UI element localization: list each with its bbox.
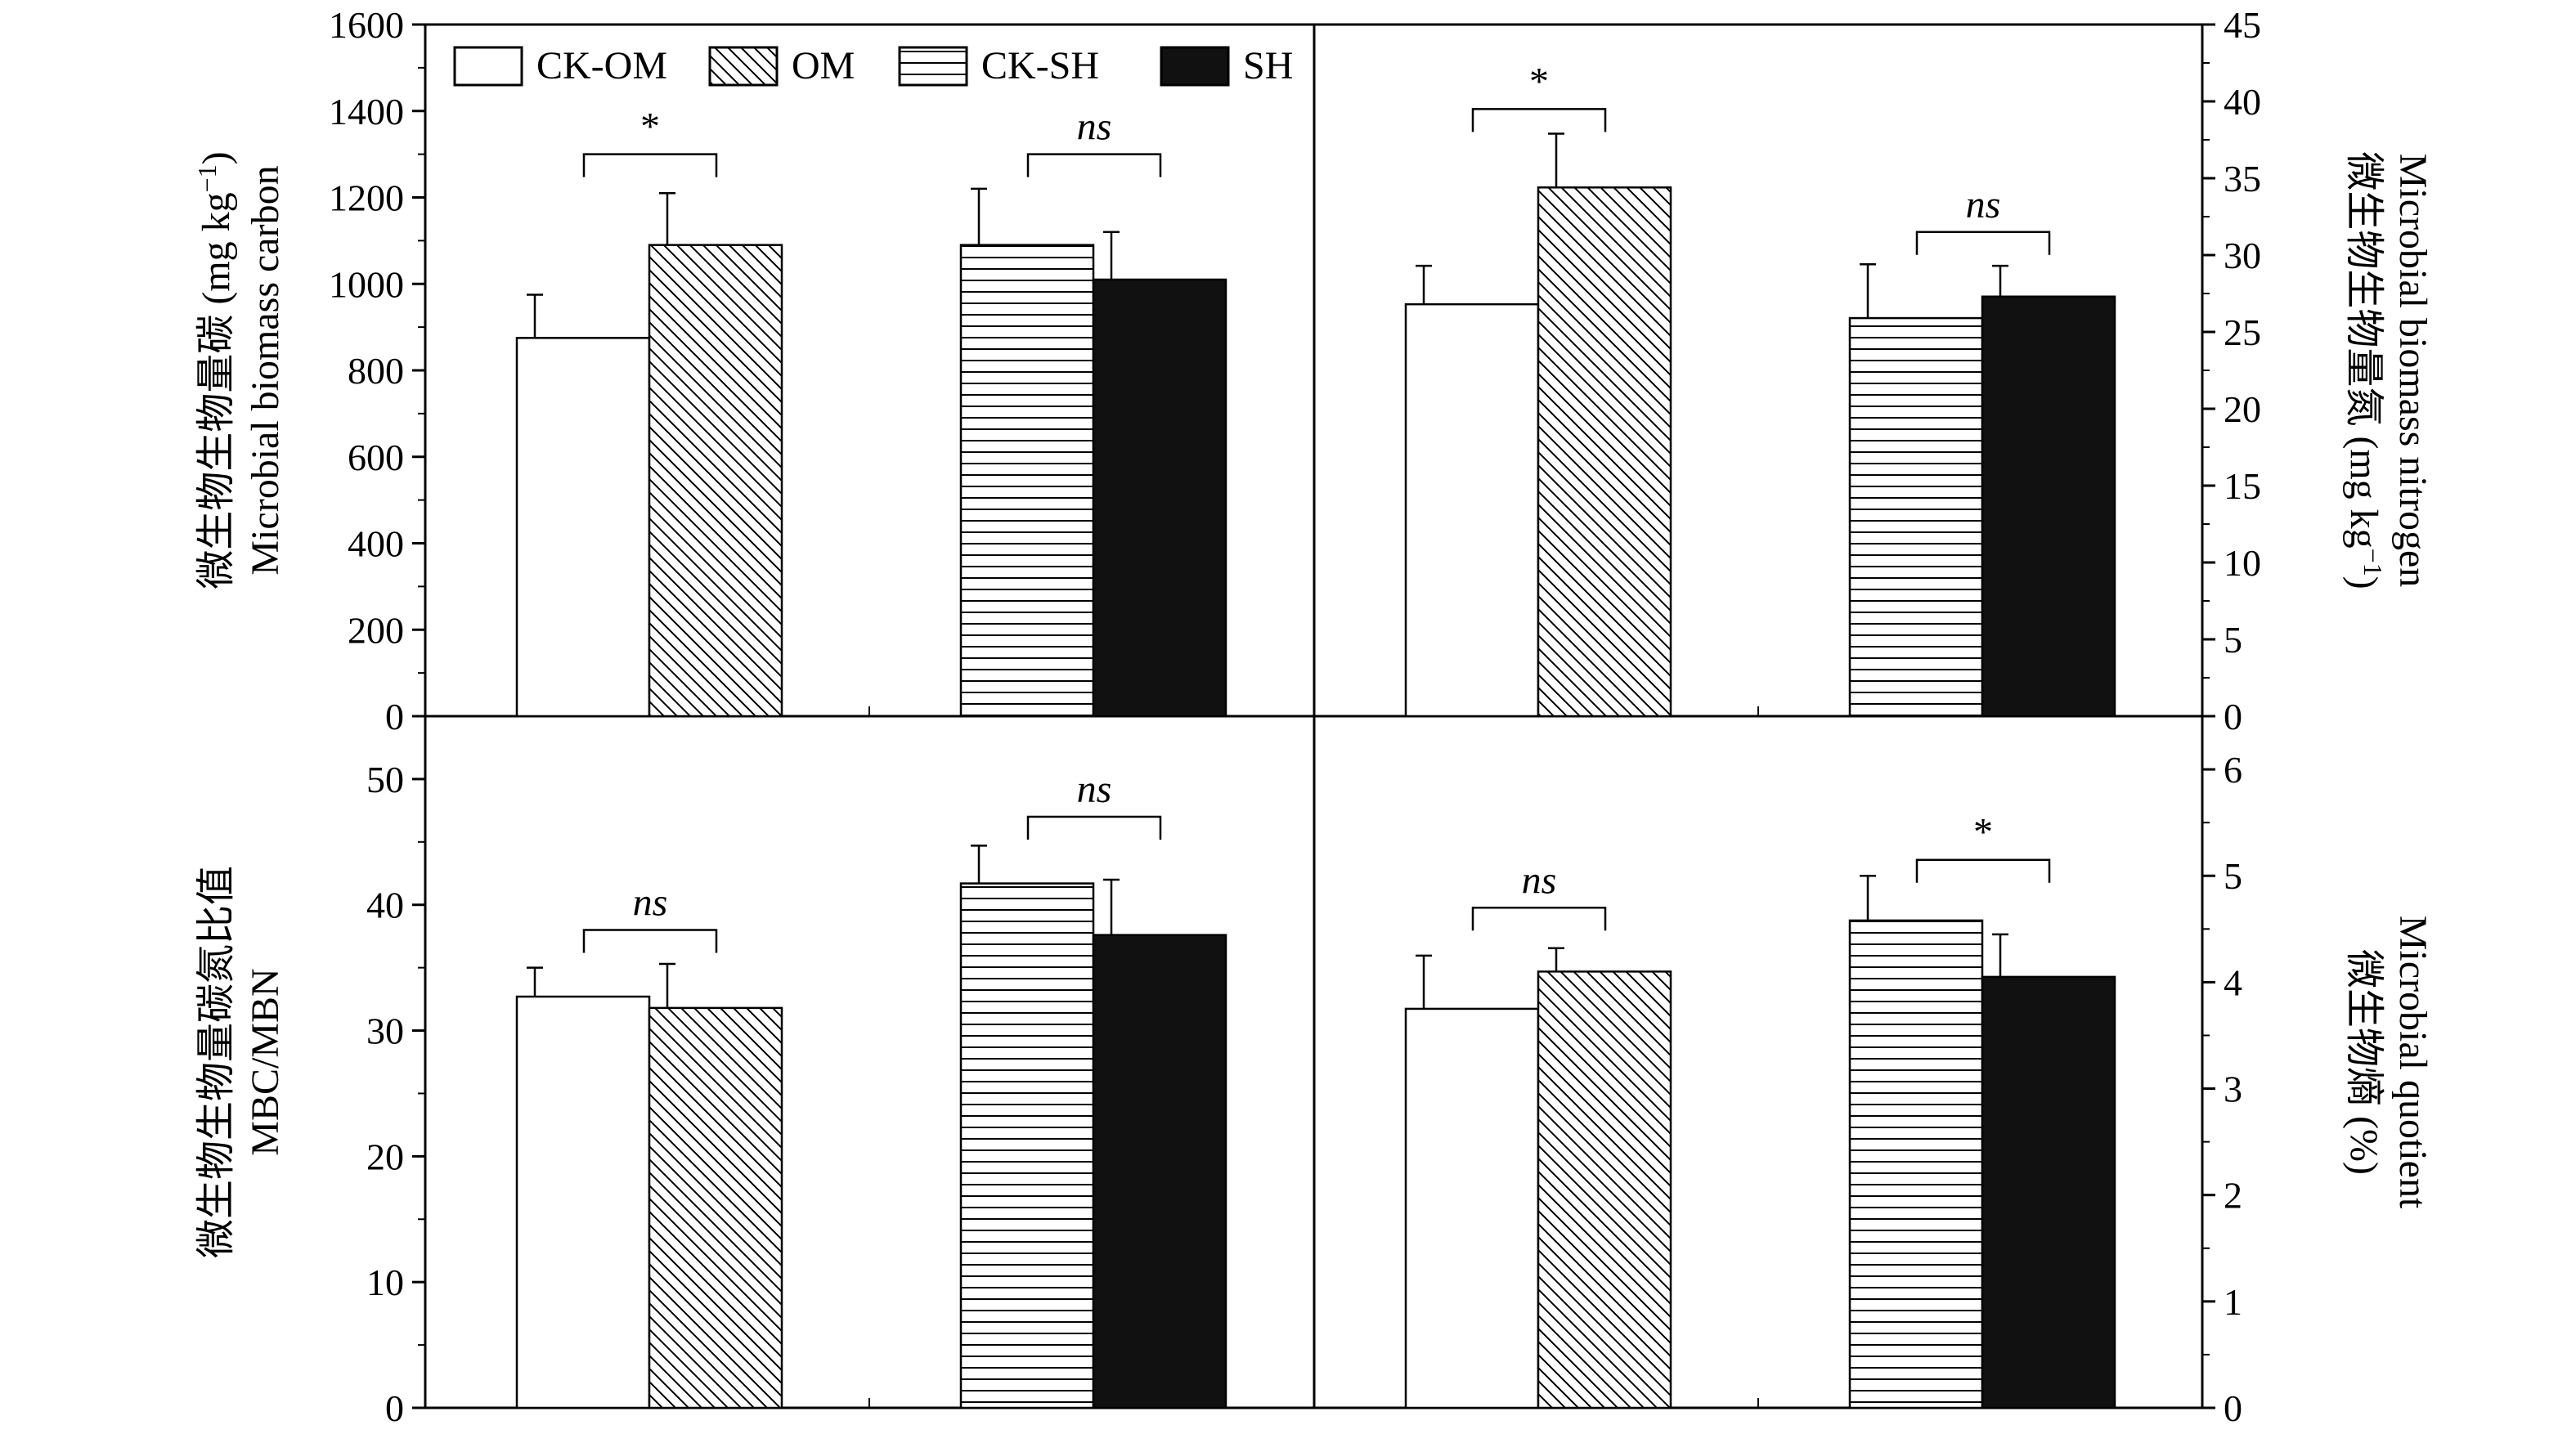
significance-bracket	[582, 929, 718, 953]
significance-bracket	[1026, 815, 1162, 840]
y-tick-label: 0	[2224, 1387, 2242, 1429]
y-tick-label: 200	[348, 609, 404, 651]
y-tick-label: 3	[2224, 1069, 2242, 1110]
y-axis-title-en: Microbial quotient	[2391, 916, 2435, 1209]
y-tick-label: 45	[2224, 4, 2261, 46]
y-tick-label: 1600	[329, 4, 404, 46]
bar-sh	[1092, 934, 1227, 1409]
bar-sh	[1981, 295, 2116, 718]
y-tick-label: 5	[2224, 855, 2242, 897]
significance-bracket	[1915, 231, 2051, 255]
y-tick-label: 10	[366, 1261, 404, 1303]
significance-label: ns	[1077, 105, 1112, 149]
bar-om	[1537, 186, 1672, 718]
y-tick-label: 50	[366, 759, 404, 800]
y-tick-label: 2	[2224, 1175, 2242, 1217]
y-tick-label: 30	[366, 1011, 404, 1052]
y-tick-label: 20	[366, 1136, 404, 1177]
y-tick-label: 1400	[329, 91, 404, 132]
y-tick-label: 0	[385, 1387, 404, 1429]
bar-sh	[1092, 278, 1227, 718]
y-axis-title-en: Microbial biomass nitrogen	[2391, 154, 2435, 588]
legend-swatch-ck-sh	[898, 46, 968, 87]
y-tick-label: 40	[366, 885, 404, 926]
y-axis-title-cn: 微生物生物量碳 (mg kg−1)	[192, 151, 238, 589]
y-axis-title-cn: 微生物生物量氮 (mg kg−1)	[2342, 151, 2388, 589]
significance-bracket	[1915, 858, 2051, 883]
panel-top-left: 0 200 400 600 800 1000 1200 1400 1600 * ns 微生物生物量碳 …	[192, 4, 1315, 737]
bar-ckom	[515, 337, 651, 718]
significance-label: ns	[633, 881, 668, 924]
y-tick-label: 20	[2224, 388, 2261, 430]
panel-bottom-right: 0 1 2 3 4 5 6 ns * 微生物熵 (%) Microbial quotient	[1313, 749, 2435, 1429]
significance-label: *	[1529, 60, 1549, 103]
y-tick-label: 35	[2224, 158, 2261, 199]
legend-swatch-ck-om	[453, 46, 523, 87]
y-tick-label: 0	[2224, 696, 2242, 737]
bar-om	[1537, 970, 1672, 1409]
bar-ckom	[1404, 302, 1540, 718]
y-tick-label: 6	[2224, 749, 2242, 791]
y-tick-label: 800	[348, 350, 404, 392]
legend-label-om: OM	[792, 44, 855, 87]
significance-label: *	[1973, 811, 1993, 854]
y-tick-label: 1	[2224, 1281, 2242, 1323]
y-tick-label: 5	[2224, 619, 2242, 661]
legend-swatch-om	[708, 46, 779, 87]
panel-bottom-left: 0 10 20 30 40 50 ns ns 微生物生物量碳氮比值 MBC/MBN	[195, 759, 1315, 1429]
legend-label-ck-om: CK-OM	[536, 44, 667, 87]
significance-label: ns	[1522, 858, 1557, 902]
y-tick-label: 4	[2224, 961, 2242, 1003]
legend-label-ck-sh: CK-SH	[981, 44, 1099, 87]
panel-top-right: 0 5 10 15 20 25 30 35 40 45 * ns 微生物生物量氮 (mg kg−1) Mi…	[1313, 4, 2435, 737]
bar-cksh	[959, 244, 1095, 718]
y-tick-label: 1000	[329, 263, 404, 305]
significance-label: ns	[1077, 768, 1112, 811]
significance-label: ns	[1966, 183, 2001, 226]
bar-om	[648, 244, 783, 718]
y-tick-label: 25	[2224, 311, 2261, 353]
bar-om	[648, 1006, 783, 1409]
y-axis-title-cn: 微生物生物量碳氮比值	[195, 866, 238, 1258]
y-tick-label: 30	[2224, 235, 2261, 276]
y-tick-label: 15	[2224, 465, 2261, 507]
y-axis-title-en: Microbial biomass carbon	[244, 165, 287, 575]
legend: CK-OM OM CK-SH SH	[453, 44, 1293, 87]
legend-swatch-sh	[1160, 46, 1230, 87]
bar-cksh	[959, 882, 1095, 1409]
y-tick-label: 1200	[329, 177, 404, 219]
legend-label-sh: SH	[1243, 44, 1293, 87]
y-tick-label: 10	[2224, 542, 2261, 584]
significance-bracket	[582, 153, 718, 177]
significance-bracket	[1471, 108, 1607, 132]
y-axis-title-cn: 微生物熵 (%)	[2342, 949, 2385, 1175]
bar-cksh	[1848, 316, 1984, 718]
y-tick-label: 0	[385, 696, 404, 737]
bar-ckom	[1404, 1007, 1540, 1409]
bar-ckom	[515, 995, 651, 1409]
y-tick-label: 40	[2224, 81, 2261, 123]
significance-label: *	[640, 105, 660, 149]
significance-bracket	[1471, 907, 1607, 931]
y-tick-label: 400	[348, 523, 404, 565]
significance-bracket	[1026, 153, 1162, 177]
bar-sh	[1981, 975, 2116, 1409]
y-tick-label: 600	[348, 437, 404, 478]
bar-cksh	[1848, 919, 1984, 1409]
y-axis-title-en: MBC/MBN	[244, 968, 287, 1155]
